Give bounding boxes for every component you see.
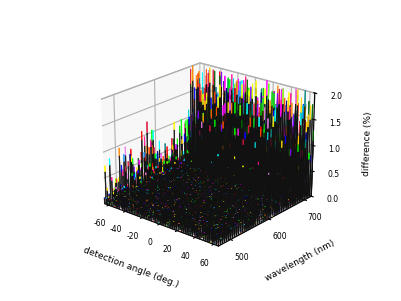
- Y-axis label: wavelength (nm): wavelength (nm): [264, 238, 336, 283]
- X-axis label: detection angle (deg.): detection angle (deg.): [82, 245, 180, 289]
